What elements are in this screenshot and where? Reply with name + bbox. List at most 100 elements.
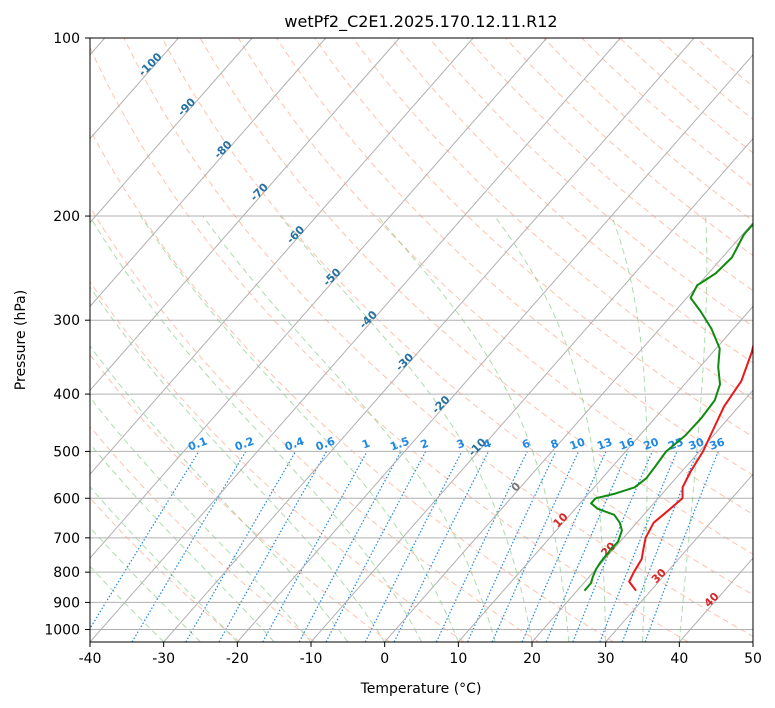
isotherm-line [384, 221, 753, 642]
mixing-ratio-label: 30 [687, 435, 706, 453]
x-axis-label: Temperature (°C) [360, 681, 482, 697]
mixing-ratio-line [491, 451, 580, 642]
moist-adiabat [90, 286, 386, 642]
mixing-ratio-label: 1.5 [388, 435, 411, 454]
mixing-ratio-line [521, 451, 607, 642]
isotherm-label: 40 [702, 590, 722, 610]
isotherm-line [90, 38, 621, 642]
moist-adiabat [90, 486, 238, 642]
mixing-ratio-label: 20 [642, 435, 661, 453]
mixing-ratio-lines [90, 451, 719, 642]
moist-adiabat [90, 396, 312, 642]
moist-adiabat [494, 215, 607, 642]
dry-adiabat [90, 425, 316, 642]
moist-adiabat [202, 215, 496, 642]
x-tick-label: 0 [380, 651, 389, 667]
isotherm-line [90, 38, 548, 559]
plot-frame [89, 37, 754, 643]
mixing-ratio-label: 16 [617, 435, 636, 453]
moist-adiabat [90, 215, 422, 642]
profiles [583, 222, 753, 592]
y-tick-label: 200 [53, 209, 80, 225]
isotherm-label: -80 [211, 138, 234, 161]
mixing-ratio-label: 0.6 [314, 435, 337, 454]
mixing-ratio-label: 4 [481, 437, 493, 452]
x-tick-label: 10 [449, 651, 467, 667]
mixing-ratio-label: 13 [595, 435, 614, 452]
x-tick-label: -10 [300, 651, 323, 667]
isotherm-label: -30 [393, 350, 416, 373]
mixing-ratio-line [262, 451, 368, 642]
isotherm-line [531, 389, 753, 642]
dry-adiabat [90, 206, 540, 642]
isotherm-label: -90 [175, 95, 198, 118]
isotherm-line [163, 38, 695, 642]
mixing-ratio-labels: 0.1 0.2 0.4 0.6 1 1.5 2 3 4 6 8 10 13 16 20 25 30 36 [186, 435, 727, 454]
mixing-ratio-label: 2 [419, 437, 431, 452]
mixing-ratio-line [572, 451, 653, 642]
moist-adiabat [377, 215, 570, 642]
isotherm-line [752, 641, 753, 642]
moist-adiabat [90, 345, 349, 642]
dry-adiabat [123, 38, 753, 638]
y-tick-label: 1000 [44, 622, 80, 638]
grid-lines [90, 38, 753, 642]
moist-adiabat [140, 215, 459, 642]
dry-adiabat [90, 353, 390, 642]
y-axis: 100 200 300 400 500 600 700 800 900 1000 [44, 31, 90, 638]
dry-adiabat [90, 497, 241, 642]
isotherm-line [90, 38, 474, 475]
isotherm-label: -70 [248, 180, 271, 203]
dry-adiabat [466, 38, 753, 292]
mixing-ratio-line [621, 451, 699, 642]
mixing-ratio-label: 0.1 [186, 435, 209, 454]
isotherm-label: -40 [357, 308, 380, 331]
dry-adiabat [276, 38, 753, 476]
dewpoint-line [583, 222, 753, 592]
mixing-ratio-line [599, 451, 678, 642]
moist-adiabat [90, 526, 201, 642]
mixing-ratio-line [393, 451, 490, 642]
moist-adiabat [90, 565, 165, 642]
y-axis-label: Pressure (hPa) [13, 290, 29, 390]
mixing-ratio-label: 3 [455, 437, 467, 452]
plot-area: -100-90-80-70-60-50-40-30-20-10010203040… [90, 38, 753, 642]
mixing-ratio-label: 0.4 [283, 435, 306, 454]
y-tick-label: 400 [53, 387, 80, 403]
mixing-ratio-label: 10 [568, 435, 587, 453]
x-tick-label: 20 [523, 651, 541, 667]
y-tick-label: 500 [53, 444, 80, 460]
mixing-ratio-line [435, 451, 528, 642]
y-tick-label: 100 [53, 31, 80, 47]
y-tick-label: 700 [53, 531, 80, 547]
mixing-ratio-label: 1 [360, 437, 372, 452]
moist-adiabat [279, 215, 533, 642]
x-tick-label: 40 [670, 651, 688, 667]
isotherm-line [605, 473, 753, 642]
isotherm-line [310, 137, 753, 642]
x-tick-label: 50 [744, 651, 762, 667]
isotherm-label: -60 [284, 223, 307, 246]
mixing-ratio-line [545, 451, 629, 642]
isotherm-line [90, 38, 400, 392]
mixing-ratio-label: 8 [549, 437, 561, 452]
dry-adiabat [352, 38, 753, 401]
mixing-ratio-label: 36 [708, 435, 727, 453]
y-tick-label: 800 [53, 565, 80, 581]
isotherm-label: -100 [136, 50, 165, 79]
y-tick-label: 600 [53, 491, 80, 507]
isotherm-line [678, 557, 753, 642]
x-tick-label: -40 [79, 651, 102, 667]
mixing-ratio-line [466, 451, 557, 642]
mixing-ratio-label: 6 [520, 437, 532, 452]
mixing-ratio-line [325, 451, 427, 642]
isotherm-label: 30 [649, 566, 669, 586]
temperature-line [628, 342, 753, 592]
x-tick-label: 30 [597, 651, 615, 667]
isotherm-line [457, 305, 753, 642]
y-tick-label: 300 [53, 313, 80, 329]
moist-adiabat [611, 215, 648, 642]
dry-adiabat [161, 38, 753, 596]
isotherm-line [90, 38, 327, 308]
